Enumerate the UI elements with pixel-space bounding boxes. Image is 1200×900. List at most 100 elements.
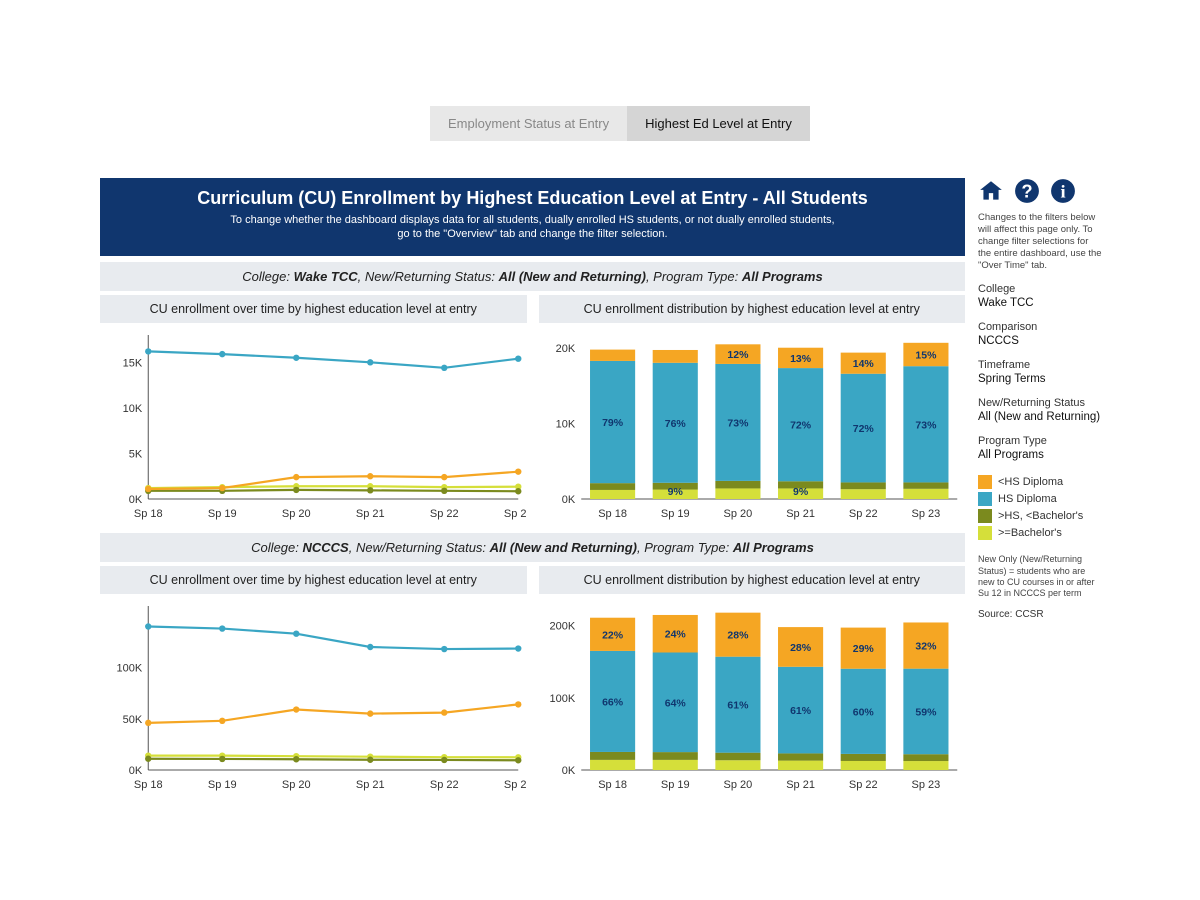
header-banner: Curriculum (CU) Enrollment by Highest Ed… [100,178,965,256]
svg-text:Sp 22: Sp 22 [848,779,877,791]
svg-text:14%: 14% [852,358,874,370]
source-label: Source: CCSR [978,609,1104,620]
filter-value[interactable]: NCCCS [978,335,1104,347]
filter-label: Program Type [978,435,1104,447]
svg-text:0K: 0K [561,765,575,777]
sidebar-note: Changes to the filters below will affect… [978,212,1104,271]
svg-text:Sp 20: Sp 20 [723,779,752,791]
svg-text:Sp 23: Sp 23 [911,779,940,791]
filter-label: College [978,283,1104,295]
filter-value[interactable]: Wake TCC [978,297,1104,309]
svg-text:200K: 200K [549,620,575,632]
sidebar-footnote: New Only (New/Returning Status) = studen… [978,554,1104,599]
home-icon[interactable] [978,178,1004,204]
svg-text:0K: 0K [129,494,143,506]
legend-item: >HS, <Bachelor's [978,509,1104,523]
svg-text:72%: 72% [790,419,812,431]
filter-label: New/Returning Status [978,397,1104,409]
svg-text:Sp 23: Sp 23 [504,779,527,791]
svg-text:Sp 20: Sp 20 [723,508,752,520]
svg-text:29%: 29% [852,643,874,655]
svg-text:60%: 60% [852,706,874,718]
svg-text:72%: 72% [852,423,874,435]
bar-chart-wake: 0K 10K 20K 79% Sp 18 76% 9% Sp 19 73% 12% Sp 20 72%… [539,327,966,527]
svg-text:100K: 100K [117,662,143,674]
sidebar: ? i Changes to the filters below will af… [978,178,1104,620]
svg-text:Sp 21: Sp 21 [356,508,385,520]
svg-text:9%: 9% [792,486,808,498]
line-chart-title-top: CU enrollment over time by highest educa… [100,295,527,323]
filter-value[interactable]: All (New and Returning) [978,411,1104,423]
svg-text:Sp 19: Sp 19 [660,779,689,791]
svg-text:Sp 19: Sp 19 [208,508,237,520]
page-subtitle: To change whether the dashboard displays… [120,213,945,242]
legend: <HS Diploma HS Diploma >HS, <Bachelor's >=B… [978,475,1104,540]
svg-text:10K: 10K [123,402,143,414]
svg-text:Sp 21: Sp 21 [786,779,815,791]
svg-text:76%: 76% [664,417,686,429]
svg-text:61%: 61% [727,699,749,711]
svg-text:9%: 9% [667,486,683,498]
svg-text:28%: 28% [790,642,812,654]
svg-text:79%: 79% [602,417,624,429]
svg-text:22%: 22% [602,629,624,641]
legend-item: <HS Diploma [978,475,1104,489]
svg-text:Sp 18: Sp 18 [134,779,163,791]
svg-text:Sp 20: Sp 20 [282,508,311,520]
bar-chart-title-bot: CU enrollment distribution by highest ed… [539,566,966,594]
help-icon[interactable]: ? [1014,178,1040,204]
legend-item: HS Diploma [978,492,1104,506]
filter-value[interactable]: Spring Terms [978,373,1104,385]
svg-text:?: ? [1021,181,1032,202]
svg-text:Sp 19: Sp 19 [660,508,689,520]
filter-value[interactable]: All Programs [978,449,1104,461]
svg-text:Sp 23: Sp 23 [911,508,940,520]
svg-text:66%: 66% [602,696,624,708]
svg-text:13%: 13% [790,352,812,364]
bar-chart-ncccs: 0K 100K 200K 66% 22% Sp 18 64% 24% Sp 19 61% 28% Sp… [539,598,966,798]
line-chart-ncccs: 0K 50K 100K Sp 18 Sp 19 Sp 20 Sp 21 Sp 22 Sp 23 [100,598,527,798]
filter-summary-wake: College: Wake TCC, New/Returning Status:… [100,262,965,291]
line-chart-wake: 0K 5K 10K 15K Sp 18 Sp 19 Sp 20 Sp 21 Sp 22 Sp 23 [100,327,527,527]
svg-text:20K: 20K [555,343,575,355]
svg-text:28%: 28% [727,629,749,641]
filter-summary-ncccs: College: NCCCS, New/Returning Status: Al… [100,533,965,562]
svg-text:Sp 20: Sp 20 [282,779,311,791]
svg-text:15%: 15% [915,349,937,361]
svg-text:73%: 73% [915,419,937,431]
svg-text:Sp 18: Sp 18 [134,508,163,520]
svg-text:Sp 19: Sp 19 [208,779,237,791]
svg-text:5K: 5K [129,448,143,460]
svg-text:Sp 21: Sp 21 [786,508,815,520]
svg-text:10K: 10K [555,418,575,430]
svg-text:15K: 15K [123,357,143,369]
page-title: Curriculum (CU) Enrollment by Highest Ed… [120,188,945,209]
svg-text:Sp 18: Sp 18 [598,508,627,520]
svg-text:Sp 18: Sp 18 [598,779,627,791]
svg-text:0K: 0K [561,494,575,506]
tab-highest-ed-level[interactable]: Highest Ed Level at Entry [627,106,810,141]
svg-text:Sp 22: Sp 22 [430,779,459,791]
filter-label: Timeframe [978,359,1104,371]
svg-text:i: i [1060,182,1065,202]
svg-text:24%: 24% [664,628,686,640]
svg-text:64%: 64% [664,697,686,709]
info-icon[interactable]: i [1050,178,1076,204]
svg-text:32%: 32% [915,640,937,652]
svg-text:0K: 0K [129,765,143,777]
filter-label: Comparison [978,321,1104,333]
svg-text:59%: 59% [915,706,937,718]
line-chart-title-bot: CU enrollment over time by highest educa… [100,566,527,594]
svg-text:Sp 21: Sp 21 [356,779,385,791]
view-tabs: Employment Status at Entry Highest Ed Le… [430,106,810,141]
svg-text:100K: 100K [549,692,575,704]
legend-item: >=Bachelor's [978,526,1104,540]
svg-text:Sp 23: Sp 23 [504,508,527,520]
svg-text:12%: 12% [727,349,749,361]
bar-chart-title-top: CU enrollment distribution by highest ed… [539,295,966,323]
svg-text:73%: 73% [727,417,749,429]
svg-text:Sp 22: Sp 22 [848,508,877,520]
svg-text:50K: 50K [123,713,143,725]
svg-text:Sp 22: Sp 22 [430,508,459,520]
tab-employment-status[interactable]: Employment Status at Entry [430,106,627,141]
